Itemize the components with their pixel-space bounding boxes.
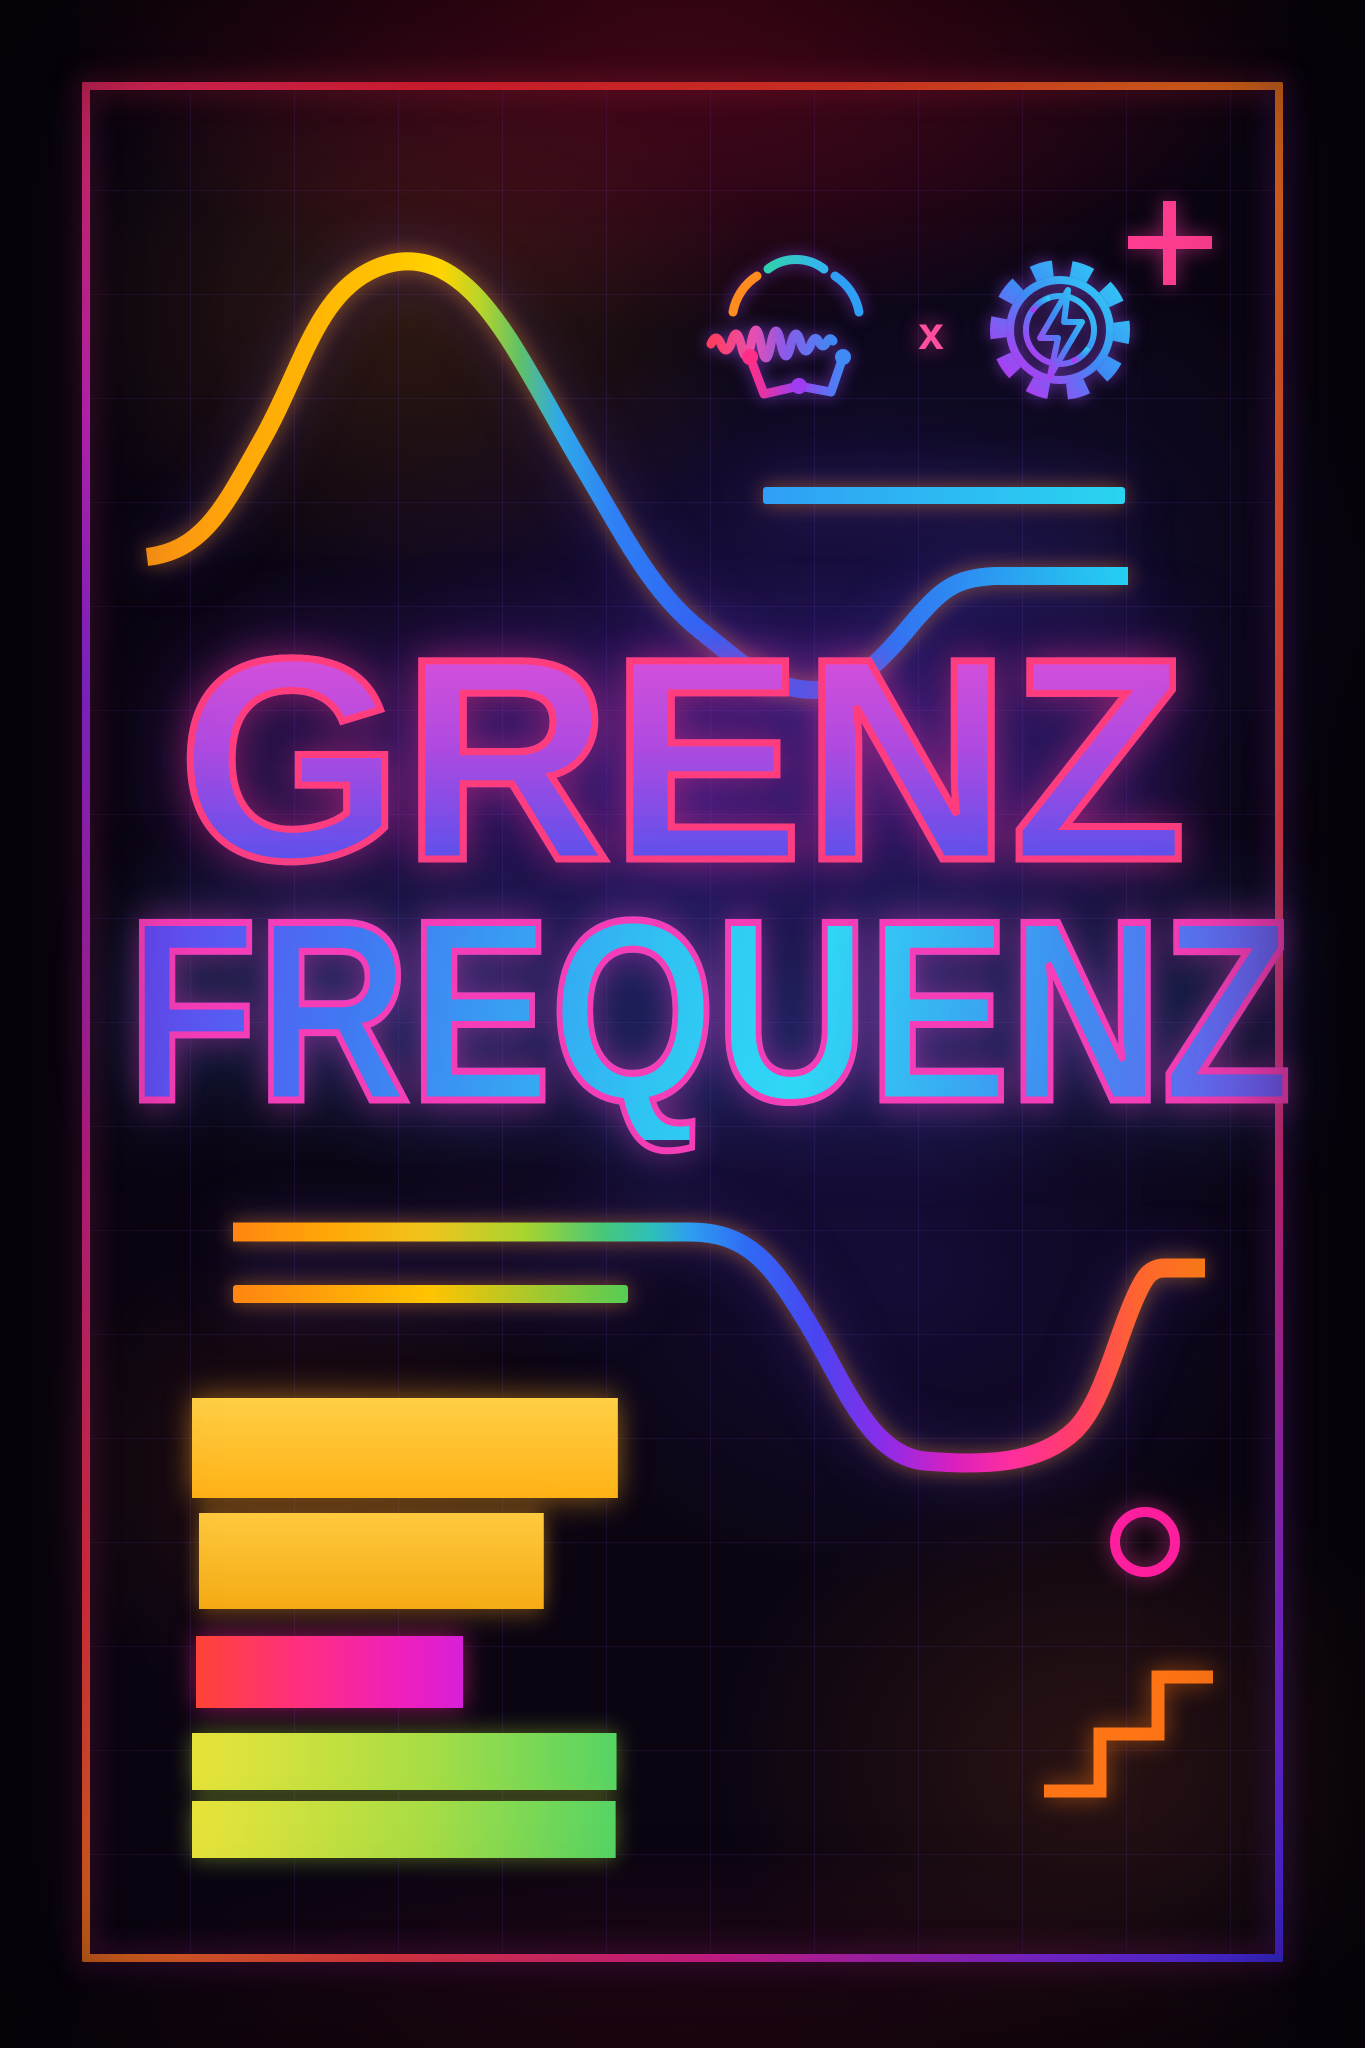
ring-icon xyxy=(1110,1507,1180,1577)
headline-line2-text: FREQUENZ xyxy=(125,866,1294,1155)
price-presale: 5€ VORVERKAUF xyxy=(192,1733,669,1790)
plus-icon xyxy=(1128,201,1212,285)
frame-border-left xyxy=(82,82,90,1962)
frame-border-bottom xyxy=(82,1954,1283,1962)
collab-x-label: x xyxy=(918,307,944,359)
short-bar-middle-left xyxy=(233,1285,628,1303)
gear-bolt-icon xyxy=(990,260,1130,400)
headline-line1: GRENZ xyxy=(0,599,1365,921)
frame-border-right xyxy=(1275,82,1283,1962)
frame-border-top xyxy=(82,82,1283,90)
headline-line2: FREQUENZ xyxy=(0,866,1365,1155)
event-time: AB 23 UHR xyxy=(199,1513,706,1609)
soundwave-brain-icon xyxy=(706,255,864,399)
stairs-icon xyxy=(1044,1670,1213,1798)
event-date: 01.05.2025 xyxy=(192,1398,693,1498)
headline-line1-text: GRENZ xyxy=(175,599,1190,921)
event-venue: APOLLO xyxy=(196,1636,496,1708)
price-door: 7€ ABENDKASSE xyxy=(192,1801,668,1858)
equals-bar-top-right xyxy=(763,487,1125,504)
